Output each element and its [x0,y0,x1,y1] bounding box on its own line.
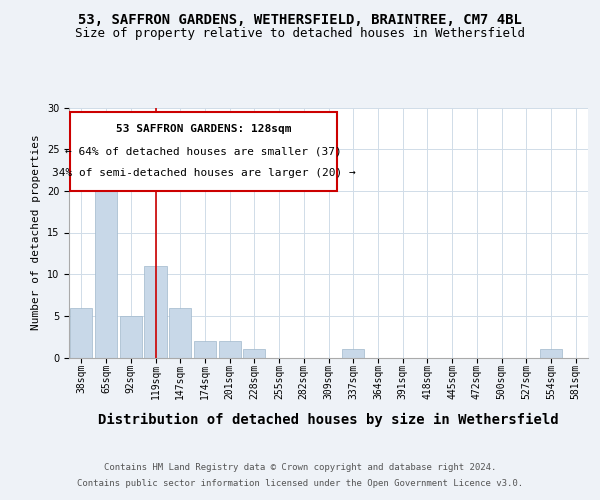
Bar [218,341,241,357]
Text: 34% of semi-detached houses are larger (20) →: 34% of semi-detached houses are larger (… [52,168,356,178]
Text: Distribution of detached houses by size in Wethersfield: Distribution of detached houses by size … [98,412,559,426]
Bar [95,166,117,358]
Bar [145,266,167,358]
Text: 53, SAFFRON GARDENS, WETHERSFIELD, BRAINTREE, CM7 4BL: 53, SAFFRON GARDENS, WETHERSFIELD, BRAIN… [78,12,522,26]
Text: ← 64% of detached houses are smaller (37): ← 64% of detached houses are smaller (37… [65,146,342,156]
Bar [243,349,265,358]
Text: Size of property relative to detached houses in Wethersfield: Size of property relative to detached ho… [75,28,525,40]
Text: 53 SAFFRON GARDENS: 128sqm: 53 SAFFRON GARDENS: 128sqm [116,124,292,134]
Bar [169,308,191,358]
Bar [70,308,92,358]
Bar [540,349,562,358]
Y-axis label: Number of detached properties: Number of detached properties [31,134,41,330]
Text: Contains public sector information licensed under the Open Government Licence v3: Contains public sector information licen… [77,479,523,488]
Bar [342,349,364,358]
FancyBboxPatch shape [70,112,337,191]
Bar [119,316,142,358]
Text: Contains HM Land Registry data © Crown copyright and database right 2024.: Contains HM Land Registry data © Crown c… [104,462,496,471]
Bar [194,341,216,357]
